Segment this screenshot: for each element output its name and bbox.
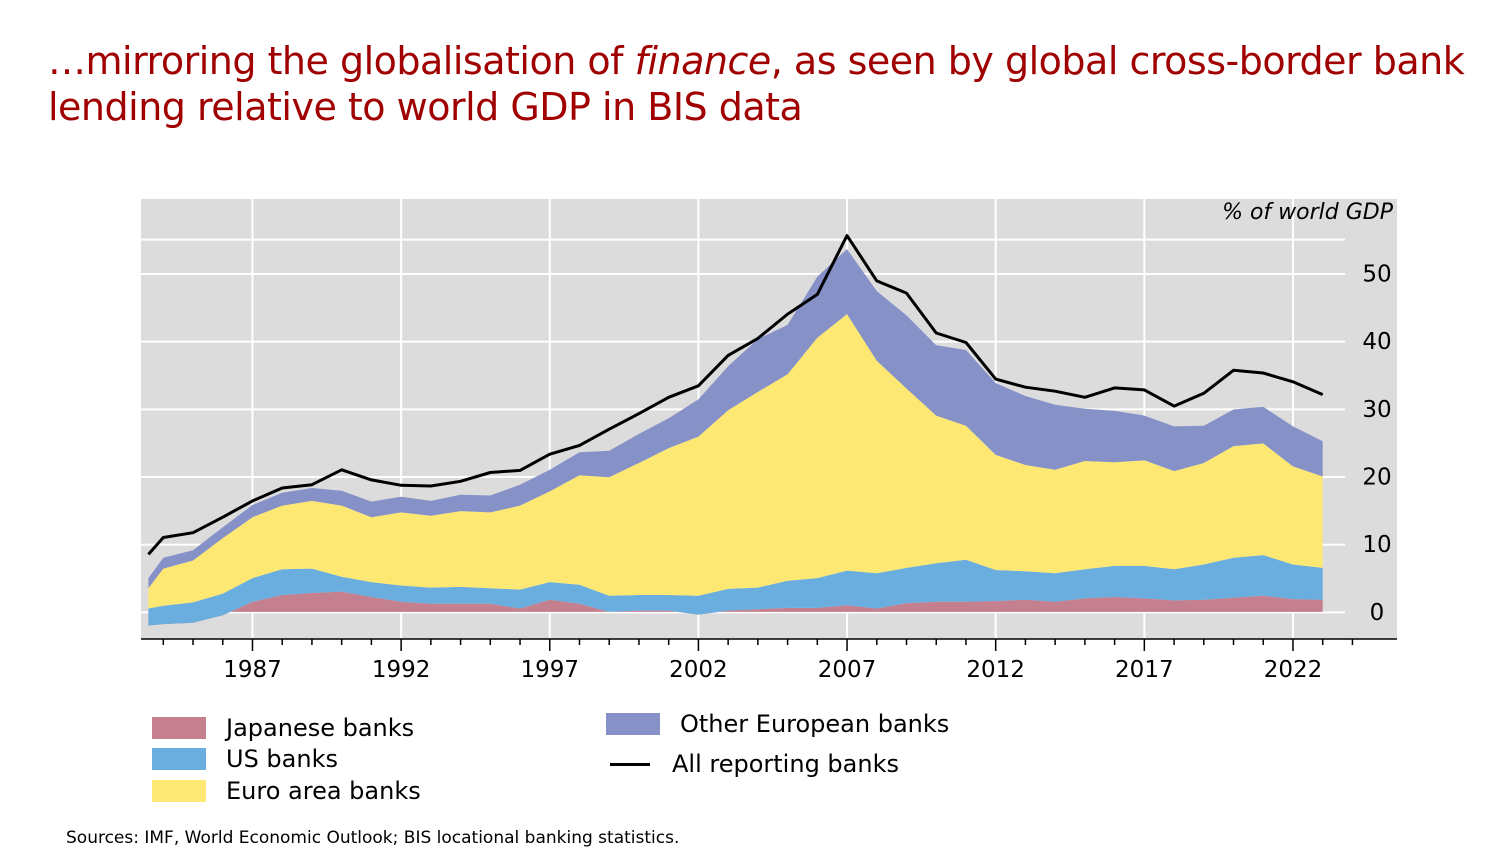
legend-item-japanese: Japanese banks [152,713,414,743]
area-us-banks [148,555,1323,626]
x-tick-label-1997: 1997 [520,657,579,683]
stacked-areas [148,249,1323,626]
legend-item-all: All reporting banks [606,749,899,779]
x-tick-label-1992: 1992 [372,657,431,683]
total-line-layer [147,234,1324,556]
legend-line-all [610,762,650,766]
line-all-reporting-banks [147,234,1324,556]
legend-label-euro: Euro area banks [226,777,421,805]
area-euro-area-banks [148,314,1323,609]
y-tick-label-30: 30 [1362,397,1391,423]
y-tick-label-40: 40 [1362,329,1391,355]
legend-swatch-japanese [152,717,206,739]
x-tick-label-1987: 1987 [223,657,282,683]
legend-swatch-euro [152,780,206,802]
x-tick-label-2017: 2017 [1115,657,1174,683]
x-tick-label-2007: 2007 [818,657,877,683]
y-axis-labels: 0 10 20 30 40 50 [1362,261,1391,625]
legend-label-other: Other European banks [680,710,950,738]
y-tick-label-20: 20 [1362,465,1391,491]
x-axis: 1987 1992 1997 2002 2007 2012 2017 2022 [141,638,1397,683]
area-japanese-banks [148,591,1323,626]
legend-item-other: Other European banks [606,709,949,739]
legend-label-us: US banks [226,745,338,773]
legend-label-japanese: Japanese banks [226,714,415,742]
x-tick-label-2022: 2022 [1264,657,1323,683]
legend-item-us: US banks [152,744,338,774]
chart-title: …mirroring the globalisation of finance,… [48,39,1465,129]
y-tick-label-50: 50 [1362,261,1391,287]
legend-label-all: All reporting banks [672,750,899,778]
x-tick-label-2012: 2012 [966,657,1025,683]
legend-swatch-us [152,748,206,770]
y-tick-label-10: 10 [1362,532,1391,558]
unit-label: % of world GDP [1222,200,1394,225]
legend-item-euro: Euro area banks [152,776,421,806]
area-other-european-banks [148,249,1323,589]
sources-note: Sources: IMF, World Economic Outlook; BI… [66,828,680,848]
y-tick-label-0: 0 [1370,600,1385,626]
legend-swatch-other [606,713,660,735]
x-tick-label-2002: 2002 [669,657,728,683]
